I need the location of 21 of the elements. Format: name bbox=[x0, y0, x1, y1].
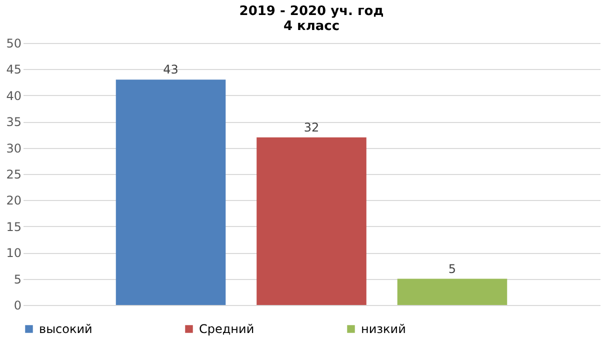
data-label: 32 bbox=[304, 120, 320, 134]
bar bbox=[397, 278, 508, 305]
y-tick-label: 20 bbox=[6, 194, 22, 208]
y-tick-label: 50 bbox=[6, 36, 22, 50]
y-tick-label: 10 bbox=[6, 246, 22, 260]
bar bbox=[256, 137, 366, 305]
legend-label: низкий bbox=[361, 322, 406, 336]
y-tick-label: 40 bbox=[6, 88, 22, 103]
y-tick-label: 45 bbox=[6, 62, 22, 77]
legend-label: высокий bbox=[39, 322, 92, 336]
chart-title: 2019 - 2020 уч. год 4 класс bbox=[239, 4, 384, 34]
y-tick-label: 15 bbox=[6, 220, 22, 234]
data-label: 43 bbox=[163, 62, 178, 77]
y-tick-label: 5 bbox=[14, 272, 22, 286]
legend-label: Средний bbox=[199, 322, 254, 336]
y-tick-label: 0 bbox=[14, 298, 22, 312]
y-tick-label: 35 bbox=[6, 115, 22, 130]
data-label: 5 bbox=[448, 262, 456, 276]
bar bbox=[116, 80, 226, 305]
y-tick-label: 30 bbox=[6, 141, 22, 156]
y-tick-label: 25 bbox=[6, 168, 22, 182]
